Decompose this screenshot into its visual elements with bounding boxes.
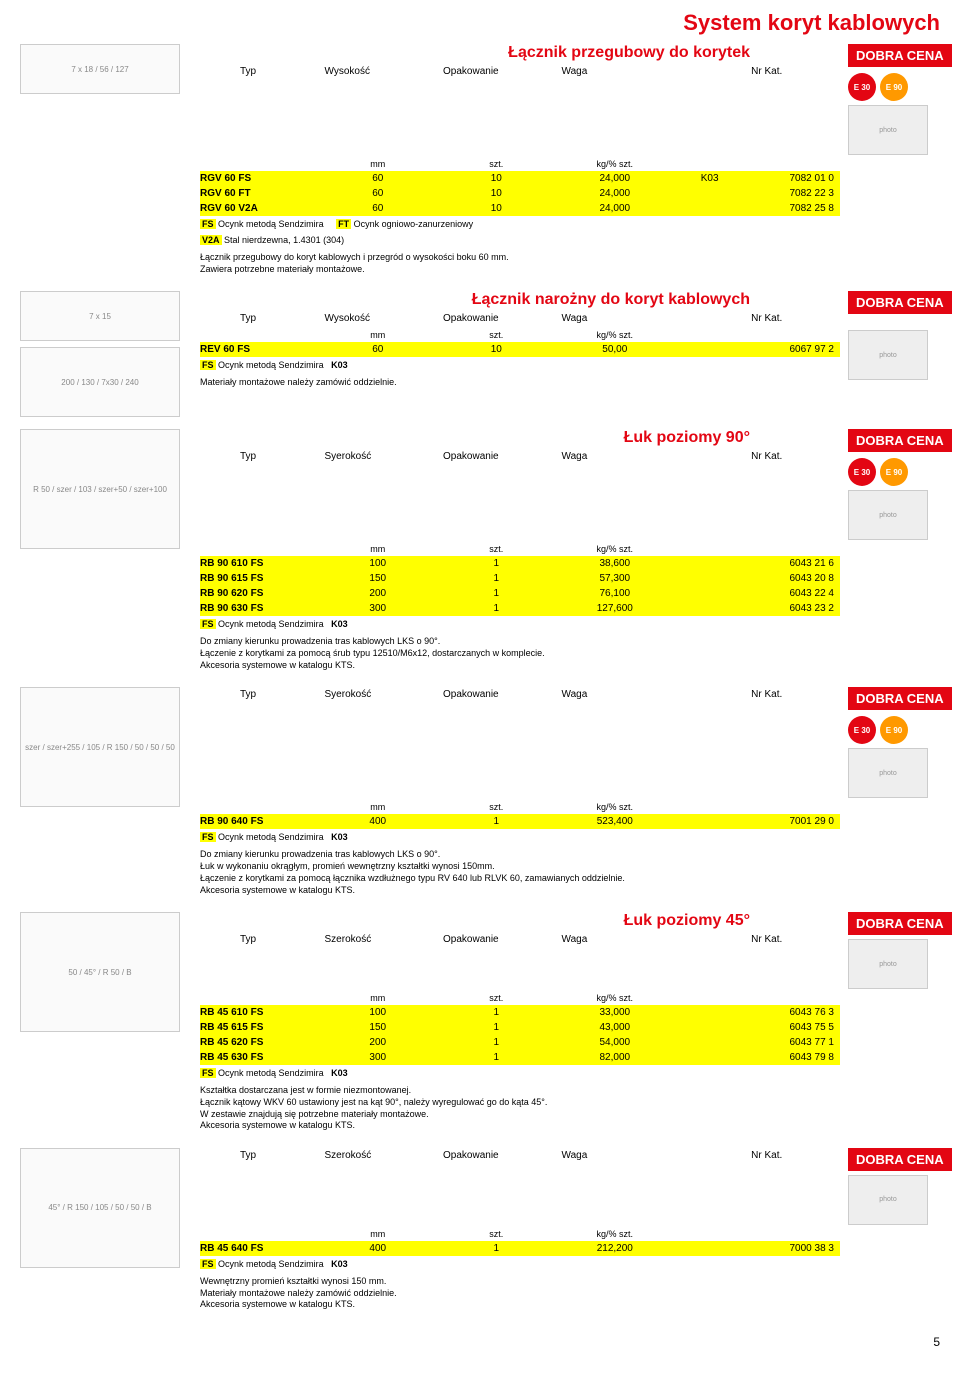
sec6-table: mmszt.kg/% szt. RB 45 640 FS4001212,2007… [200, 1225, 840, 1256]
e30-icon: E 30 [848, 458, 876, 486]
thumb-sec6: photo [848, 1175, 928, 1225]
e30-icon: E 30 [848, 716, 876, 744]
sec4-table: mmszt.kg/% szt. RB 90 640 FS4001523,4007… [200, 798, 840, 829]
badge: DOBRA CENA [848, 912, 952, 935]
diagram-sec2a: 7 x 15 [20, 291, 180, 341]
sec3-title: Łuk poziomy 90° [200, 429, 840, 447]
e30-icon: E 30 [848, 73, 876, 101]
thumb-sec5: photo [848, 939, 928, 989]
sec5-desc: Kształtka dostarczana jest w formie niez… [200, 1081, 840, 1136]
sec1-desc: Łącznik przegubowy do koryt kablowych i … [200, 248, 840, 279]
sec5-header: TypSzerokośćOpakowanieWagaNr Kat. [200, 932, 840, 947]
sec4-desc: Do zmiany kierunku prowadzenia tras kabl… [200, 845, 840, 900]
page-title: System koryt kablowych [20, 10, 940, 36]
e90-icon: E 90 [880, 458, 908, 486]
e90-icon: E 90 [880, 716, 908, 744]
diagram-sec6: 45° / R 150 / 105 / 50 / 50 / B [20, 1148, 180, 1268]
sec5-title: Łuk poziomy 45° [200, 912, 840, 930]
sec4-header: TypSyerokośćOpakowanieWagaNr Kat. [200, 687, 840, 702]
sec2-table: mmszt.kg/% szt. REV 60 FS601050,006067 9… [200, 326, 840, 357]
sec2-desc: Materiały montażowe należy zamówić oddzi… [200, 373, 840, 393]
diagram-sec5: 50 / 45° / R 50 / B [20, 912, 180, 1032]
sec1-table: mmszt.kg/% szt. RGV 60 FS601024,000K0370… [200, 155, 840, 216]
sec5-table: mmszt.kg/% szt. RB 45 610 FS100133,00060… [200, 989, 840, 1065]
sec1-header: Typ Wysokość Opakowanie Waga Nr Kat. [200, 64, 840, 79]
sec6-desc: Wewnętrzny promień kształtki wynosi 150 … [200, 1272, 840, 1315]
e90-icon: E 90 [880, 73, 908, 101]
thumb-sec4: photo [848, 748, 928, 798]
diagram-sec2b: 200 / 130 / 7x30 / 240 [20, 347, 180, 417]
thumb-sec2: photo [848, 330, 928, 380]
badge: DOBRA CENA [848, 44, 952, 67]
badge: DOBRA CENA [848, 687, 952, 710]
sec2-header: TypWysokośćOpakowanieWagaNr Kat. [200, 311, 840, 326]
badge: DOBRA CENA [848, 1148, 952, 1171]
diagram-sec1: 7 x 18 / 56 / 127 [20, 44, 180, 94]
sec3-header: TypSyerokośćOpakowanieWagaNr Kat. [200, 449, 840, 464]
page-number: 5 [20, 1335, 940, 1349]
diagram-sec3: R 50 / szer / 103 / szer+50 / szer+100 [20, 429, 180, 549]
sec2-title: Łącznik narożny do koryt kablowych [200, 291, 840, 309]
thumb-sec3: photo [848, 490, 928, 540]
sec6-header: TypSzerokośćOpakowanieWagaNr Kat. [200, 1148, 840, 1163]
badge: DOBRA CENA [848, 291, 952, 314]
diagram-sec4: szer / szer+255 / 105 / R 150 / 50 / 50 … [20, 687, 180, 807]
sec1-legend: FS Ocynk metodą Sendzimira FT Ocynk ogni… [200, 216, 840, 232]
sec1-title: Łącznik przegubowy do korytek [200, 44, 840, 62]
sec3-table: mmszt.kg/% szt. RB 90 610 FS100138,60060… [200, 540, 840, 616]
badge: DOBRA CENA [848, 429, 952, 452]
thumb-sec1: photo [848, 105, 928, 155]
sec3-desc: Do zmiany kierunku prowadzenia tras kabl… [200, 632, 840, 675]
